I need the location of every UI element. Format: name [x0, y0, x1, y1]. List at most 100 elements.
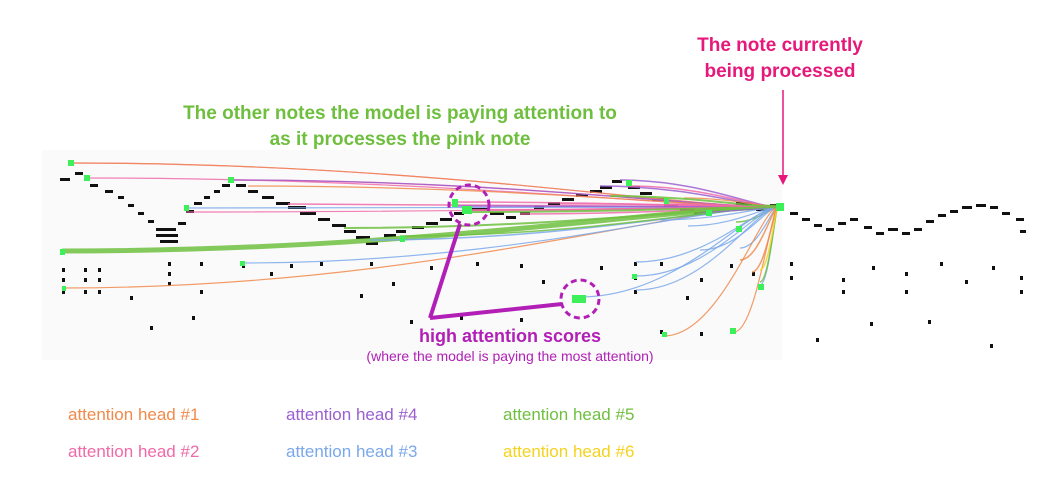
high-attention-subtitle: (where the model is paying the most atte… [366, 348, 654, 364]
melody-note [600, 186, 612, 189]
bass-note [992, 266, 995, 270]
melody-note [75, 172, 83, 175]
bass-note [816, 338, 819, 342]
bass-note [520, 264, 523, 268]
bass-note [98, 290, 101, 294]
melody-note [1016, 218, 1024, 221]
melody-note [384, 234, 396, 237]
bass-note [200, 290, 203, 294]
other-notes-label-line1: The other notes the model is paying atte… [183, 103, 617, 124]
attended-note [664, 198, 669, 204]
melody-note [276, 202, 290, 205]
bass-note [520, 318, 523, 322]
bass-note [392, 282, 395, 286]
bass-note [360, 294, 363, 298]
attention-curve [663, 206, 779, 337]
melody-note [148, 220, 154, 223]
melody-note [262, 196, 274, 199]
melody-note [396, 230, 406, 233]
melody-note [356, 236, 370, 239]
attended-note [706, 210, 712, 216]
bass-note [410, 320, 413, 324]
bass-note [790, 276, 793, 280]
bass-note [84, 268, 87, 272]
melody-note [976, 204, 986, 207]
melody-note [160, 240, 178, 243]
melody-note [850, 218, 858, 221]
bass-note [168, 282, 171, 286]
melody-note [222, 184, 230, 187]
melody-note [366, 242, 378, 245]
attended-note [60, 249, 65, 255]
attended-note [184, 205, 189, 211]
current-note-arrowhead [778, 175, 788, 185]
bass-note [905, 272, 908, 276]
melody-note [426, 222, 438, 225]
attended-note [240, 261, 245, 266]
attended-note [228, 177, 234, 183]
bass-note [460, 316, 463, 320]
high-attention-circle-1 [447, 183, 491, 227]
attention-curve [343, 206, 779, 229]
melody-note [914, 228, 922, 231]
attended-note [736, 226, 742, 232]
bass-note [686, 296, 689, 300]
bass-note [990, 344, 993, 348]
attended-note [452, 199, 458, 207]
melody-note [590, 190, 602, 193]
melody-note [156, 228, 176, 231]
melody-note [490, 212, 504, 215]
attended-note [462, 206, 472, 214]
melody-note [838, 222, 846, 225]
attention-curve [635, 206, 779, 291]
bass-note [700, 332, 703, 336]
melody-note [344, 230, 356, 233]
melody-note [1020, 230, 1026, 233]
highlighted-notes [60, 160, 784, 337]
bass-note [965, 280, 968, 284]
bass-note [130, 296, 133, 300]
melody-note [548, 202, 560, 205]
melody-note [876, 232, 884, 235]
melody-note [194, 202, 202, 205]
melody-note [826, 228, 834, 231]
melody-note [640, 192, 652, 195]
legend-head-1: attention head #1 [68, 405, 200, 424]
melody-note [236, 184, 246, 187]
attended-note [62, 286, 66, 291]
piano-roll-panel [42, 150, 782, 360]
legend-head-6: attention head #6 [503, 442, 635, 461]
melody-note [1002, 212, 1010, 215]
melody-note [926, 220, 934, 223]
bass-note [200, 262, 203, 266]
attended-note [572, 295, 586, 303]
melody-note [790, 212, 798, 215]
melody-note [156, 234, 178, 237]
attended-note [730, 328, 736, 334]
bass-note [168, 272, 171, 276]
current-note-label-line2: being processed [704, 61, 856, 82]
melody-note [178, 222, 186, 225]
bass-note [98, 278, 101, 282]
other-notes-label: The other notes the model is paying atte… [120, 101, 680, 153]
melody-note [814, 224, 822, 227]
bass-note [84, 278, 87, 282]
melody-note [138, 212, 144, 215]
bass-note [62, 278, 65, 282]
melody-note [118, 196, 124, 199]
melody-note [440, 218, 452, 221]
current-note-label: The note currently being processed [640, 33, 920, 85]
bass-note [290, 264, 293, 268]
melody-note [506, 216, 516, 219]
melody-note [332, 224, 346, 227]
attended-note [632, 274, 637, 279]
melody-note [318, 218, 330, 221]
bass-note [842, 278, 845, 282]
melody-note [888, 228, 898, 231]
bass-note [752, 272, 755, 276]
bass-note [600, 266, 603, 270]
melody-note [128, 204, 134, 207]
legend-head-4: attention head #4 [286, 405, 418, 424]
bass-note [98, 268, 101, 272]
